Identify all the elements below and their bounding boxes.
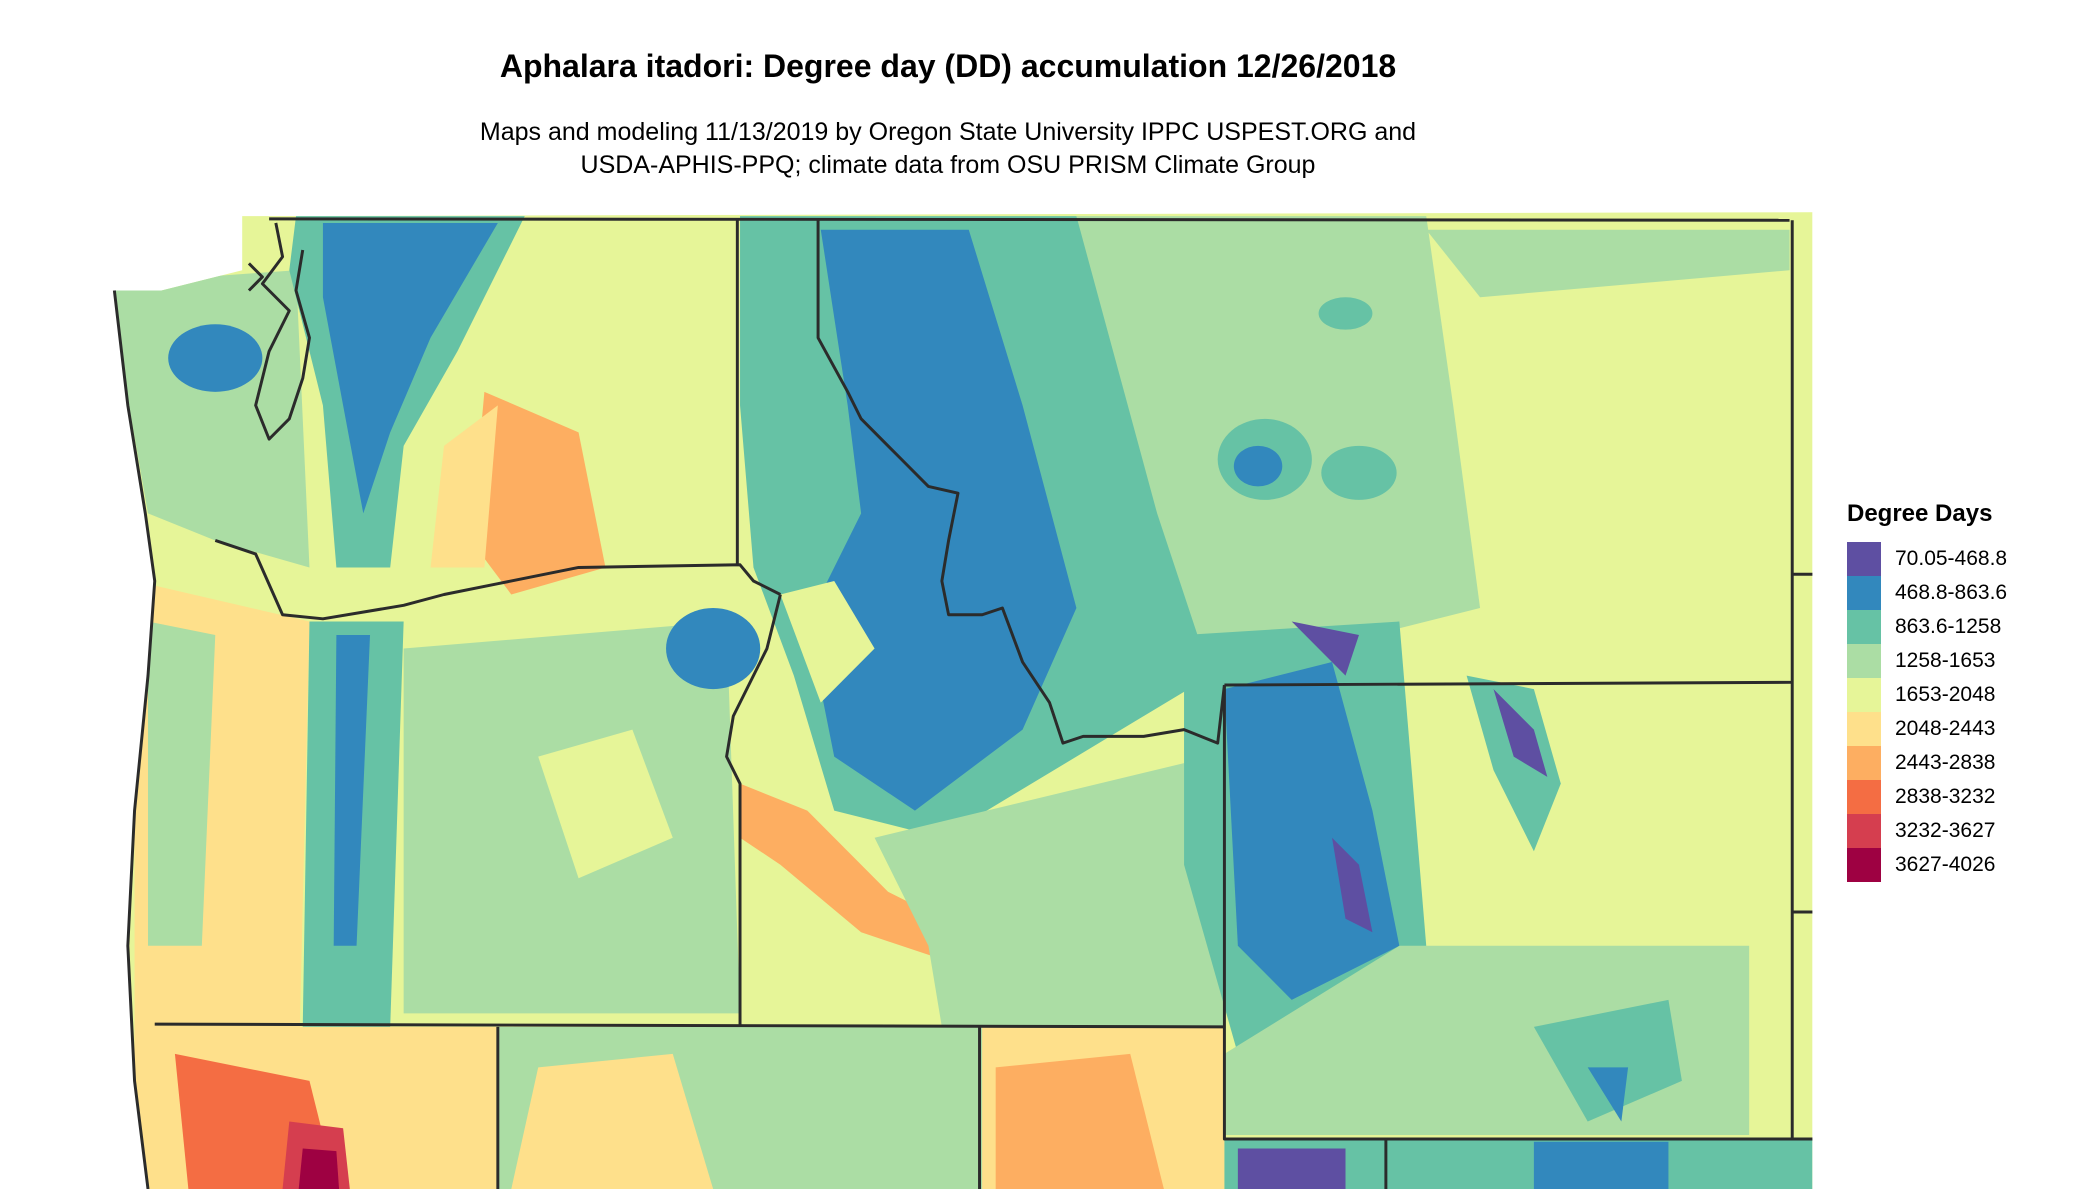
- legend-swatch: [1847, 542, 1881, 576]
- legend-swatch: [1847, 644, 1881, 678]
- legend-swatch: [1847, 576, 1881, 610]
- legend-label: 70.05-468.8: [1895, 547, 2008, 570]
- legend-item: 2443-2838: [1847, 746, 2007, 780]
- legend-label: 468.8-863.6: [1895, 581, 2008, 604]
- legend-label: 3627-4026: [1895, 853, 1996, 876]
- legend-label: 1258-1653: [1895, 649, 1996, 672]
- legend-item: 3627-4026: [1847, 848, 2007, 882]
- legend-item: 468.8-863.6: [1847, 576, 2007, 610]
- map-title: Aphalara itadori: Degree day (DD) accumu…: [499, 48, 1397, 84]
- legend-item: 70.05-468.8: [1847, 542, 2007, 576]
- legend-item: 863.6-1258: [1847, 610, 2007, 644]
- legend-item: 2838-3232: [1847, 780, 2007, 814]
- legend-label: 3232-3627: [1895, 819, 1996, 842]
- legend-swatch: [1847, 678, 1881, 712]
- subtitle-line-1: Maps and modeling 11/13/2019 by Oregon S…: [479, 118, 1417, 146]
- raster-layer: [114, 212, 1813, 1189]
- state-borders: [112, 217, 1813, 1189]
- legend-title: Degree Days: [1847, 500, 1993, 527]
- legend: Degree Days 70.05-468.8 468.8-863.6 863.6-…: [1847, 500, 2007, 882]
- legend-item: 2048-2443: [1847, 712, 2007, 746]
- legend-swatch: [1847, 848, 1881, 882]
- legend-label: 1653-2048: [1895, 683, 1996, 706]
- legend-swatch: [1847, 814, 1881, 848]
- legend-label: 2048-2443: [1895, 717, 1996, 740]
- legend-label: 863.6-1258: [1895, 615, 2002, 638]
- legend-swatch: [1847, 746, 1881, 780]
- legend-item: 3232-3627: [1847, 814, 2007, 848]
- map-subtitle: Maps and modeling 11/13/2019 by Oregon S…: [0, 116, 1896, 182]
- legend-swatch: [1847, 780, 1881, 814]
- legend-swatch: [1847, 712, 1881, 746]
- legend-item: 1653-2048: [1847, 678, 2007, 712]
- legend-swatch: [1847, 610, 1881, 644]
- legend-label: 2443-2838: [1895, 751, 1996, 774]
- subtitle-line-2: USDA-APHIS-PPQ; climate data from OSU PR…: [580, 151, 1316, 179]
- legend-item: 1258-1653: [1847, 644, 2007, 678]
- legend-label: 2838-3232: [1895, 785, 1996, 808]
